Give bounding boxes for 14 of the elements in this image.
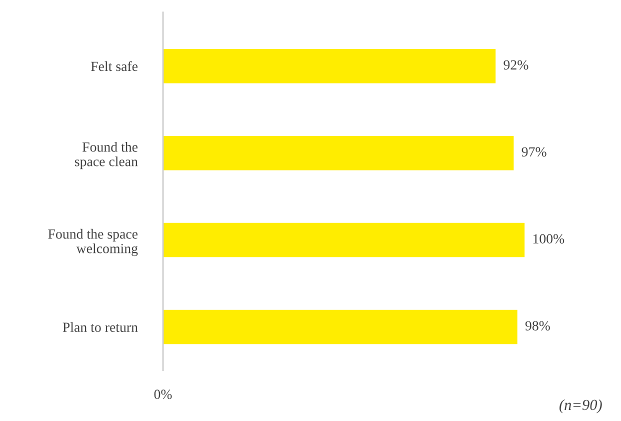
text: (n=90) (560, 399, 602, 414)
y-tick-label: Plan to return (62, 322, 138, 332)
data-label: 100% (533, 234, 564, 244)
bar (163, 222, 526, 259)
bar (163, 308, 519, 346)
text: 0% (154, 390, 172, 400)
data-label: 92% (504, 60, 528, 70)
y-tick-label: Found the space welcoming (48, 228, 138, 256)
y-tick-label: Felt safe (90, 61, 138, 72)
data-label: 97% (522, 147, 546, 157)
bar (163, 48, 497, 85)
bar (163, 134, 516, 172)
y-tick-label: Found the space clean (74, 142, 138, 170)
data-label: 98% (525, 321, 550, 331)
